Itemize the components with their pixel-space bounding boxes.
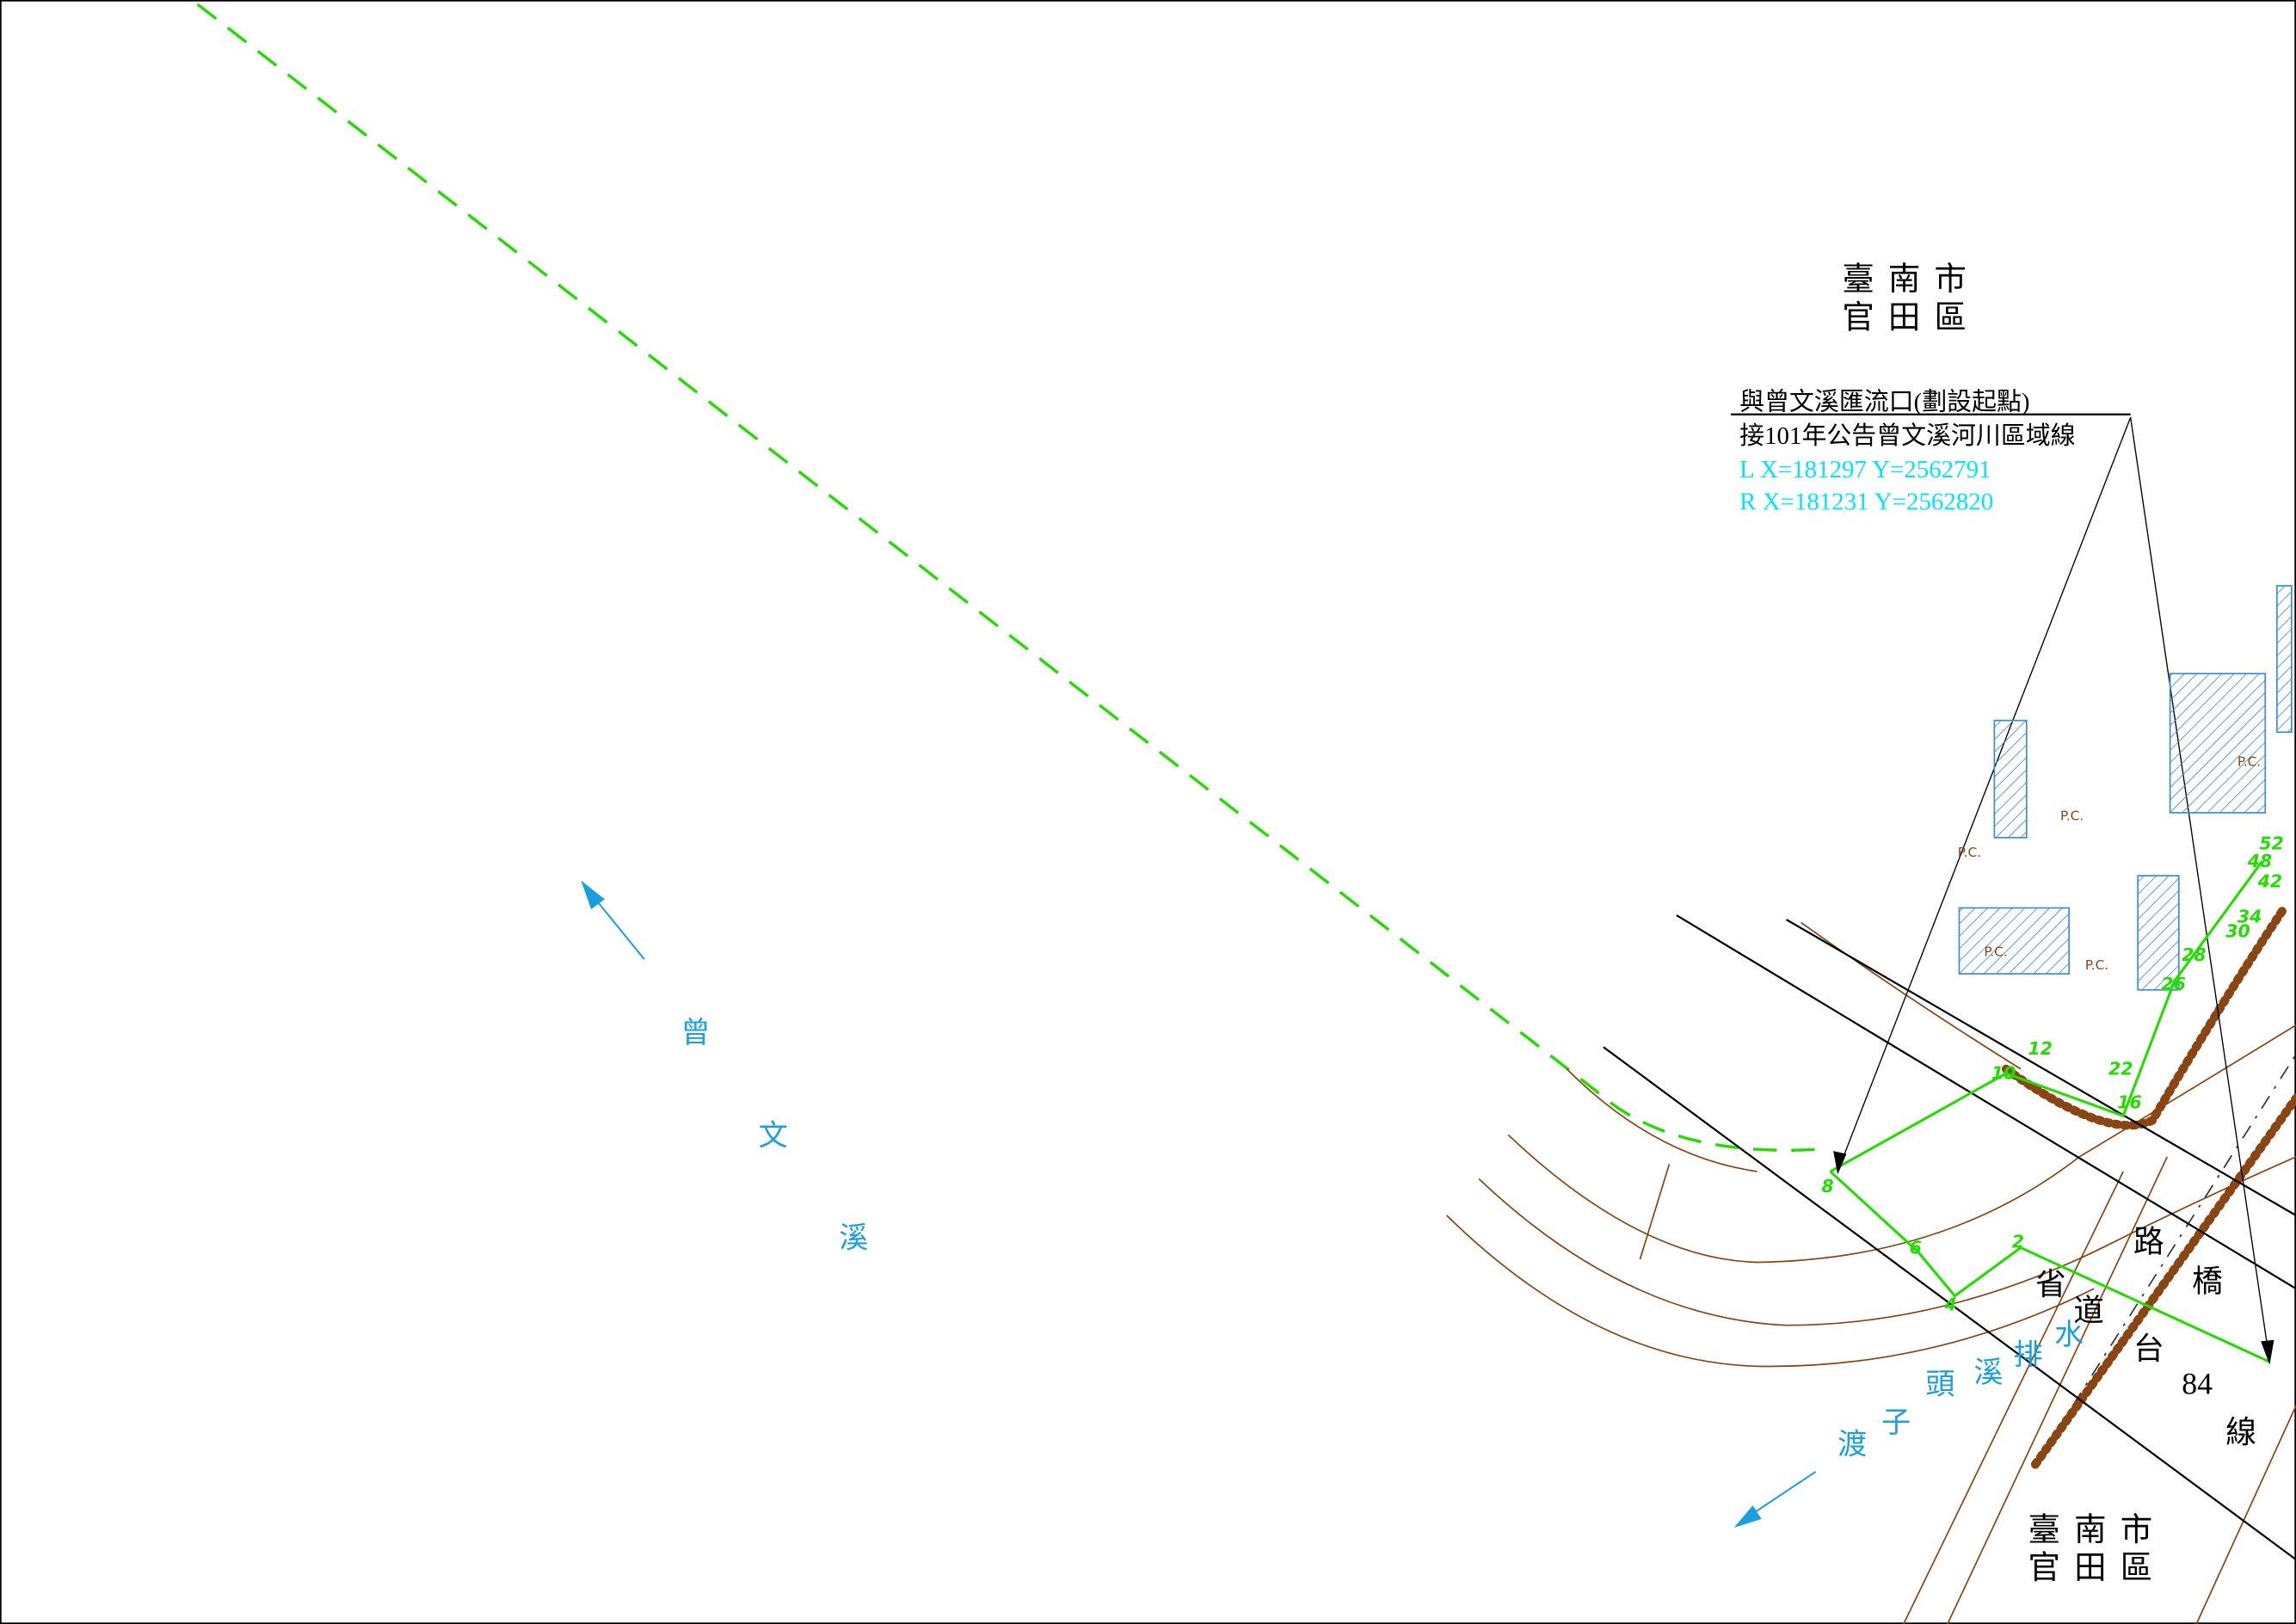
boundary-line [196,3,1816,1152]
point-label: 2 [2012,1231,2024,1252]
district-label: 臺 南 市 [1842,261,1969,298]
river-label: 文 [759,1119,788,1152]
bridge-label: 路 [2133,1225,2164,1259]
note-title: 與曾文溪匯流口(劃設起點) [1739,389,2029,416]
point-label: 8 [1821,1176,1833,1196]
point-label: 6 [1910,1237,1922,1258]
road-lines [1603,413,2296,1560]
flow-arrows [581,880,1817,1528]
point-label: 12 [2028,1038,2053,1059]
river-label: 子 [1881,1407,1911,1439]
parcel-label: P.C. [2060,808,2084,823]
note-subtitle: 接101年公告曾文溪河川區域線 [1739,422,2075,450]
parcel-label: P.C. [1958,845,1981,860]
river-label: 溪 [839,1221,868,1254]
river-label: 排 [2013,1339,2042,1372]
leader-arrows [1833,1151,2274,1365]
parcel-label: P.C. [1984,944,2007,960]
road-label: 道 [2073,1294,2104,1328]
point-label: 22 [2108,1059,2133,1080]
point-label: 26 [2161,974,2185,994]
point-label: 10 [1991,1063,2016,1084]
leader-lines [1837,416,2271,1363]
point-label: 30 [2225,921,2250,942]
levee [2001,903,2296,1469]
point-label: 28 [2182,944,2206,965]
road-label: 線 [2225,1415,2256,1449]
river-label: 水 [2054,1320,2084,1351]
point-label: 16 [2117,1092,2141,1113]
road-label: 84 [2182,1367,2213,1401]
point-label: 42 [2257,871,2282,892]
river-label: 溪 [1974,1356,2004,1389]
traverse [1829,860,2270,1363]
point-label: 4 [1943,1295,1956,1315]
river-label: 頭 [1925,1369,1954,1401]
left-point: L X=181297 Y=2562791 [1739,456,1991,483]
district-label: 官 田 區 [2028,1550,2156,1586]
buildings [1958,585,2293,991]
point-label: 48 [2247,851,2272,871]
road-label: 省 [2035,1267,2066,1301]
point-label: 34 [2238,907,2262,927]
district-label: 臺 南 市 [2028,1512,2156,1548]
point-label: 52 [2259,833,2283,853]
parcel-label: P.C. [2085,957,2108,973]
river-label: 渡 [1837,1429,1867,1461]
road-label: 台 [2133,1332,2164,1366]
right-point: R X=181231 Y=2562820 [1739,488,1993,515]
river-label: 曾 [681,1017,711,1049]
bridge-label: 橋 [2192,1264,2223,1299]
district-label: 官 田 區 [1842,299,1969,335]
parcel-label: P.C. [2238,754,2261,769]
